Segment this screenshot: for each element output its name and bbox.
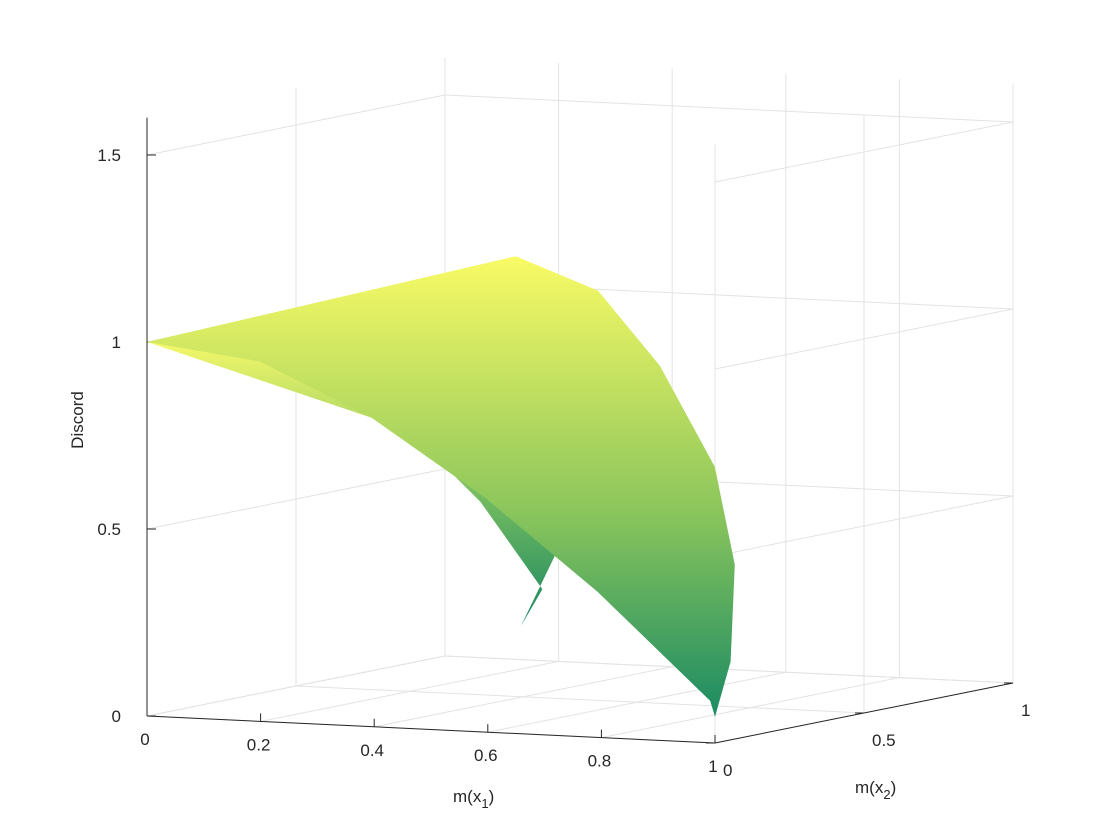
y-axis-label-text: m(x xyxy=(855,778,884,797)
y-tick-label: 1 xyxy=(1021,701,1030,720)
z-tick-label: 1 xyxy=(112,333,121,352)
back-wall-grid-z xyxy=(444,94,1014,123)
axes xyxy=(146,117,1014,744)
left-wall-grid-z xyxy=(146,94,446,156)
x-axis-label-sub: 1 xyxy=(481,796,488,811)
z-tick-label: 1.5 xyxy=(97,146,121,165)
z-tick-label: 0.5 xyxy=(97,520,121,539)
left-wall-grid-z xyxy=(146,468,446,530)
x-tick-label: 0.2 xyxy=(247,735,271,754)
back-wall-grid-z xyxy=(444,655,1014,684)
x-axis-label-close: ) xyxy=(489,787,495,806)
y-axis-label: m(x2) xyxy=(855,778,896,802)
surface xyxy=(147,256,735,717)
x-tick-label: 0.6 xyxy=(474,746,498,765)
surface-front-sheet xyxy=(147,256,735,717)
y-axis-label-sub: 2 xyxy=(883,787,890,802)
y-tick-label: 0 xyxy=(723,761,732,780)
z-tick-label: 0 xyxy=(112,707,121,726)
left-wall-grid-z xyxy=(146,655,446,717)
x-axis-line xyxy=(146,715,716,744)
z-axis-label: Discord xyxy=(68,391,87,449)
x-axis-label-text: m(x xyxy=(453,787,482,806)
y-tick-label: 0.5 xyxy=(872,731,896,750)
floor-grid-y xyxy=(295,685,865,714)
x-axis-label: m(x1) xyxy=(453,787,494,811)
x-tick-label: 1 xyxy=(708,757,717,776)
x-tick-label: 0 xyxy=(140,730,149,749)
x-tick-label: 0.8 xyxy=(588,752,612,771)
y-axis-label-close: ) xyxy=(891,778,897,797)
x-tick-label: 0.4 xyxy=(360,741,384,760)
